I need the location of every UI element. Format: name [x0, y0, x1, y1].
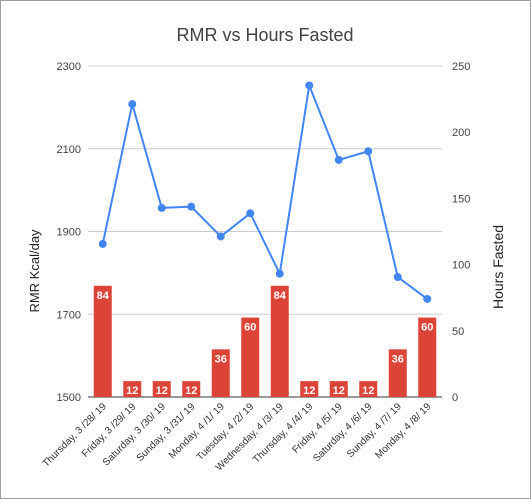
bar-value-label: 12 [126, 385, 138, 397]
bar [270, 285, 289, 397]
bar-value-label: 12 [333, 385, 345, 397]
bar-value-label: 84 [97, 290, 110, 302]
line-series [98, 81, 432, 303]
chart-title: RMR vs Hours Fasted [176, 25, 353, 45]
bar [93, 285, 112, 397]
y-left-tick-label: 1700 [57, 309, 81, 321]
bar-value-label: 12 [362, 385, 374, 397]
y-left-tick-label: 1900 [57, 227, 81, 239]
line-point [393, 273, 402, 282]
bar [300, 381, 319, 397]
bar-value-label: 12 [303, 385, 315, 397]
bar [359, 381, 378, 397]
y-left-tick-label: 1500 [57, 392, 81, 404]
line-point [364, 147, 373, 156]
y-left-tick-label: 2300 [57, 61, 81, 73]
bar-value-label: 36 [392, 353, 404, 365]
bar [152, 381, 171, 397]
bar [123, 381, 142, 397]
y-right-tick-label: 200 [452, 127, 470, 139]
y-axis-right-ticks: 0 50 100 150 200 250 [452, 61, 470, 404]
bar-value-label: 84 [274, 290, 287, 302]
line-point [216, 232, 225, 241]
line-point [423, 294, 432, 303]
line-point [275, 269, 284, 278]
bar [241, 317, 260, 397]
line-point [157, 203, 166, 212]
line-point [128, 100, 137, 109]
bar [418, 317, 437, 397]
bar [182, 381, 201, 397]
bar-value-label: 60 [421, 322, 433, 334]
line-point [334, 155, 343, 164]
line-point [187, 202, 196, 211]
y-right-tick-label: 150 [452, 193, 470, 205]
bar-series: 84 12 12 12 36 60 84 12 12 12 36 60 [93, 285, 437, 397]
y-right-tick-label: 100 [452, 260, 470, 272]
bar [388, 349, 407, 397]
y-left-tick-label: 2100 [57, 144, 81, 156]
bar-value-label: 36 [215, 353, 227, 365]
bar-value-label: 12 [156, 385, 168, 397]
gridlines [88, 65, 442, 398]
line-point [305, 81, 314, 90]
y-axis-left-label: RMR Kcal/day [27, 229, 42, 313]
line-point [246, 209, 255, 218]
bar-value-label: 60 [244, 322, 256, 334]
x-tick-label: Monday, 4 /8/ 19 [373, 401, 433, 461]
y-right-tick-label: 0 [452, 392, 458, 404]
bar-value-label: 12 [185, 385, 197, 397]
bar [329, 381, 348, 397]
y-axis-left-ticks: 1500 1700 1900 2100 2300 [57, 61, 81, 404]
y-right-tick-label: 250 [452, 61, 470, 73]
y-axis-right-label: Hours Fasted [490, 225, 506, 309]
bar [211, 349, 230, 397]
y-right-tick-label: 50 [452, 326, 464, 338]
line-point [98, 239, 107, 248]
line-path [101, 84, 428, 300]
